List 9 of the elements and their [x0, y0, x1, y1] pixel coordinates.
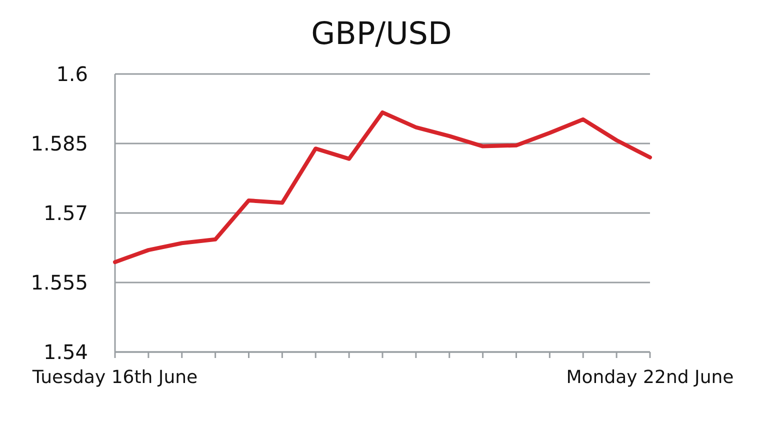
- y-tick-label: 1.6: [56, 62, 88, 86]
- y-tick-label: 1.555: [30, 270, 88, 294]
- y-tick-label: 1.54: [43, 340, 88, 364]
- line-series: [113, 110, 652, 264]
- x-tick-label: Tuesday 16th June: [31, 367, 198, 388]
- y-tick-label: 1.585: [30, 132, 88, 156]
- x-tick-label: Monday 22nd June: [566, 367, 734, 388]
- y-tick-label: 1.57: [43, 201, 88, 225]
- chart-title: GBP/USD: [311, 16, 452, 52]
